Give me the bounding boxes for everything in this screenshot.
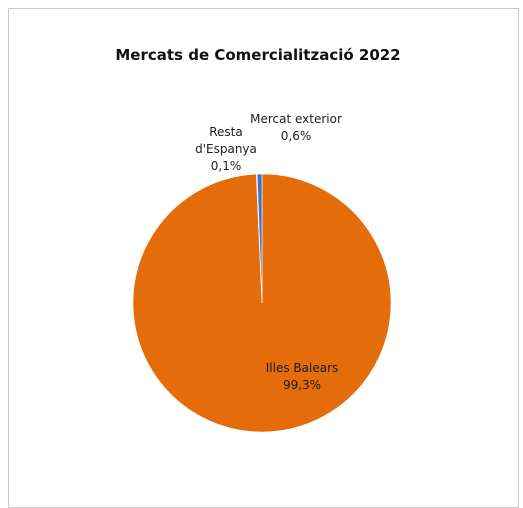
slice-value-mercat-exterior: 0,6% [281,129,312,143]
label-illes-balears: Illes Balears 99,3% [266,361,339,392]
label-mercat-exterior: Mercat exterior 0,6% [250,112,342,143]
slice-name-resta-line2: d'Espanya [195,142,257,156]
pie-chart: Mercats de Comercialització 2022 Mercat … [115,46,401,433]
slice-name-illes-balears: Illes Balears [266,361,339,375]
pie-slices [132,173,392,433]
chart-title: Mercats de Comercialització 2022 [115,46,400,64]
pie-slice-mercat-exterior [256,173,263,304]
slice-name-mercat-exterior: Mercat exterior [250,112,342,126]
label-resta-espanya: Resta d'Espanya 0,1% [195,125,257,173]
slice-name-resta-line1: Resta [209,125,243,139]
slice-value-resta-espanya: 0,1% [211,159,242,173]
slice-value-illes-balears: 99,3% [283,378,321,392]
